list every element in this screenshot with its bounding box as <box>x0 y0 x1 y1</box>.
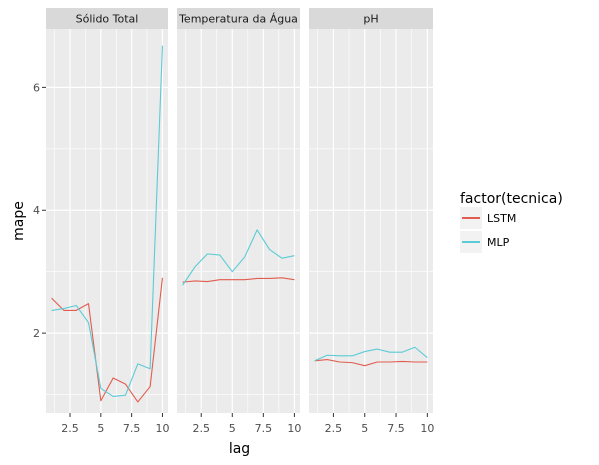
x-tick-label-solido-total-3: 10 <box>155 422 169 435</box>
facet-label-solido-total: Sólido Total <box>76 13 139 26</box>
panel-background-ph <box>309 29 433 413</box>
series-line-mlp-temperatura-da-agua <box>182 229 295 286</box>
x-tick-label-ph-2: 7.5 <box>387 422 405 435</box>
x-tick-label-temperatura-da-agua-0: 2.5 <box>192 422 210 435</box>
x-tick-label-temperatura-da-agua-1: 5 <box>229 422 236 435</box>
legend-title: factor(tecnica) <box>460 191 563 207</box>
y-axis-title: mape <box>11 201 27 241</box>
legend-label-mlp: MLP <box>487 236 510 249</box>
legend-label-lstm: LSTM <box>487 212 516 225</box>
x-tick-label-solido-total-0: 2.5 <box>61 422 79 435</box>
series-line-lstm-ph <box>314 358 428 367</box>
y-tick-label-0: 2 <box>33 327 40 340</box>
panel-background-solido-total <box>46 29 168 413</box>
panel-background-temperatura-da-agua <box>177 29 300 413</box>
x-tick-label-ph-1: 5 <box>361 422 368 435</box>
facet-label-ph: pH <box>363 13 378 26</box>
x-tick-label-ph-3: 10 <box>420 422 434 435</box>
y-tick-label-2: 6 <box>33 81 40 94</box>
x-tick-label-solido-total-2: 7.5 <box>123 422 141 435</box>
x-tick-label-temperatura-da-agua-3: 10 <box>287 422 301 435</box>
series-line-mlp-solido-total <box>51 45 163 397</box>
facet-strip-solido-total <box>46 8 168 29</box>
series-line-lstm-temperatura-da-agua <box>182 277 295 283</box>
y-tick-label-1: 4 <box>33 204 40 217</box>
series-line-mlp-ph <box>314 346 428 362</box>
x-tick-label-temperatura-da-agua-2: 7.5 <box>255 422 273 435</box>
x-tick-label-ph-0: 2.5 <box>325 422 343 435</box>
series-line-lstm-solido-total <box>51 277 163 403</box>
facet-strip-temperatura-da-agua <box>177 8 300 29</box>
facet-label-temperatura-da-agua: Temperatura da Água <box>178 13 298 26</box>
x-axis-title: lag <box>229 441 250 457</box>
x-tick-label-solido-total-1: 5 <box>97 422 104 435</box>
facet-strip-ph <box>309 8 433 29</box>
